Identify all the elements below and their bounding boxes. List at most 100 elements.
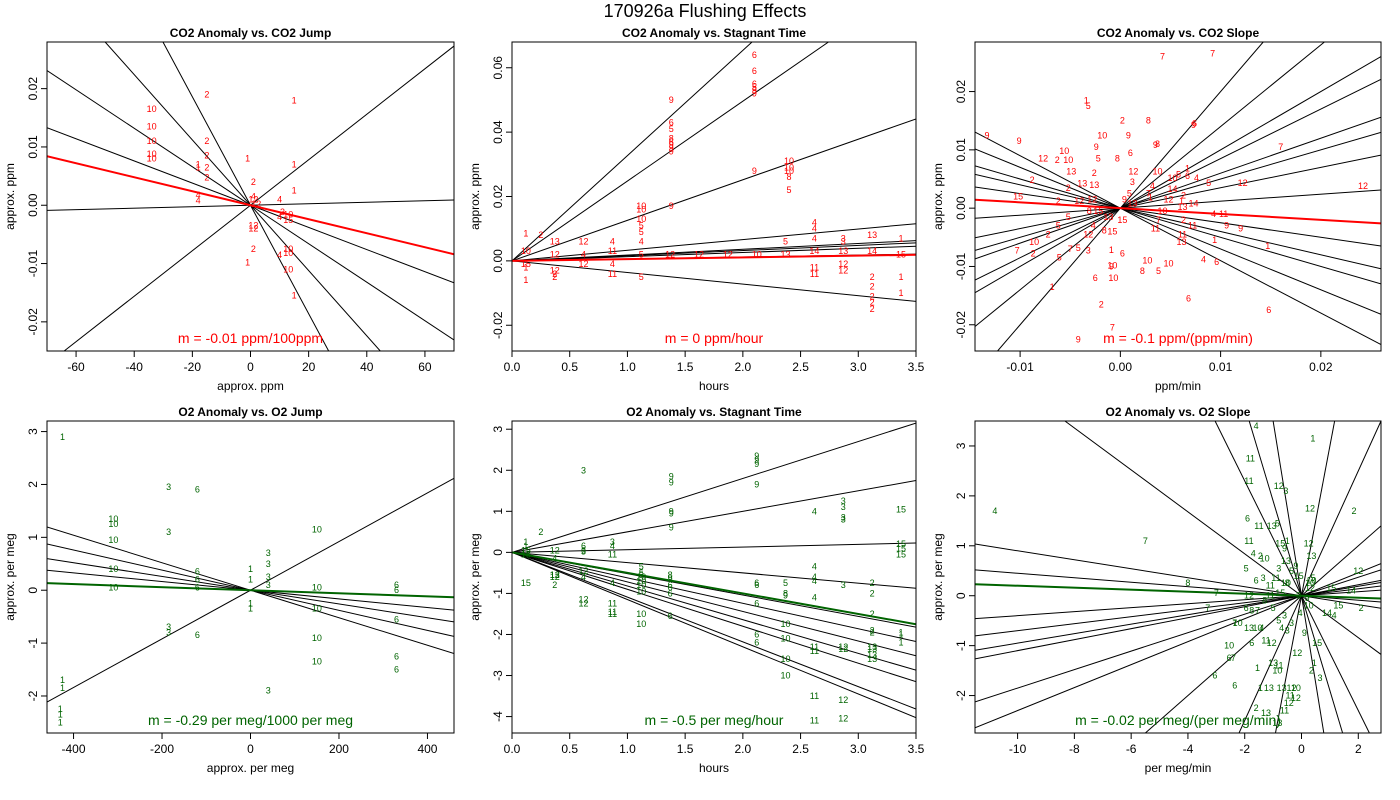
- data-point: 4: [581, 249, 586, 259]
- y-tick-label: -1: [954, 640, 968, 651]
- data-point: 13: [838, 246, 848, 256]
- y-tick-label: -0.02: [26, 308, 40, 336]
- data-point: 13: [1306, 551, 1316, 561]
- data-point: 6: [394, 665, 399, 675]
- data-point: 11: [608, 607, 617, 617]
- data-point: 12: [248, 194, 258, 204]
- x-tick-label: 3.5: [908, 360, 925, 374]
- data-point: 1: [58, 717, 63, 727]
- fit-line: [975, 583, 1381, 600]
- regression-line: [975, 589, 1381, 620]
- data-point: 10: [1304, 601, 1314, 611]
- regression-line: [1274, 421, 1336, 733]
- data-point: 5: [1206, 178, 1211, 188]
- data-point: 13: [867, 642, 877, 652]
- data-point: 9: [1293, 561, 1298, 571]
- x-tick-label: 3.0: [850, 742, 867, 756]
- data-point: 6: [581, 541, 586, 551]
- data-point: 10: [1233, 618, 1243, 628]
- data-point: 3: [1261, 573, 1266, 583]
- data-point: 4: [277, 194, 282, 204]
- data-point: 2: [870, 298, 875, 308]
- data-point: 3: [166, 527, 171, 537]
- data-point: 10: [1272, 666, 1282, 676]
- data-point: 12: [1244, 591, 1254, 601]
- data-point: 9: [754, 455, 759, 465]
- x-axis-label: hours: [699, 761, 729, 775]
- data-point: 1: [292, 159, 297, 169]
- data-point: 4: [1251, 548, 1256, 558]
- data-point: 9: [1153, 140, 1158, 150]
- data-point: 2: [870, 291, 875, 301]
- data-point: 10: [312, 524, 322, 534]
- data-point: 7: [1110, 323, 1115, 333]
- plot-frame: [974, 41, 1382, 352]
- x-tick-label: 0.0: [504, 360, 521, 374]
- data-point: 11: [1271, 573, 1280, 583]
- data-point: 10: [1097, 130, 1107, 140]
- data-point: 11: [810, 691, 819, 701]
- data-point: 2: [538, 527, 543, 537]
- data-point: 15: [521, 578, 531, 588]
- slope-annotation: m = -0.01 ppm/100ppm: [178, 330, 323, 346]
- data-point: 9: [1238, 224, 1243, 234]
- data-point: 13: [1077, 179, 1087, 189]
- data-point: 6: [669, 137, 674, 147]
- data-point: 8: [787, 172, 792, 182]
- regression-line: [975, 78, 1381, 281]
- data-point: 1: [196, 162, 201, 172]
- figure-title: 170926a Flushing Effects: [604, 1, 807, 21]
- x-tick-label: 0: [247, 360, 254, 374]
- data-point: 2: [1066, 183, 1071, 193]
- regression-line: [975, 56, 1381, 294]
- y-tick-label: 0.02: [491, 184, 505, 208]
- plot-frame: [974, 420, 1382, 734]
- x-tick-label: 400: [417, 742, 437, 756]
- data-point: 5: [669, 124, 674, 134]
- regression-line: [512, 242, 916, 262]
- data-point: 10: [1306, 576, 1316, 586]
- data-point: 15: [1275, 538, 1285, 548]
- data-point: 6: [394, 585, 399, 595]
- data-point: 12: [1358, 181, 1368, 191]
- x-tick-label: 20: [302, 360, 316, 374]
- data-point: 12: [550, 266, 560, 276]
- data-point: 7: [1156, 215, 1161, 225]
- data-point: 13: [550, 237, 560, 247]
- data-point: 2: [251, 177, 256, 187]
- data-point: 12: [1038, 154, 1048, 164]
- data-point: 4: [610, 541, 615, 551]
- data-point: 11: [1285, 691, 1294, 701]
- data-point: 10: [283, 264, 293, 274]
- regression-line: [1248, 421, 1344, 733]
- data-point: 10: [752, 249, 762, 259]
- data-point: 1: [58, 704, 63, 714]
- data-point: 12: [1267, 638, 1277, 648]
- data-point: 14: [867, 246, 877, 256]
- data-point: 4: [1332, 611, 1337, 621]
- data-point: 12: [723, 249, 733, 259]
- data-point: 5: [1086, 101, 1091, 111]
- y-tick-label: -3: [491, 670, 505, 681]
- data-point: 9: [669, 523, 674, 533]
- data-point: 13: [867, 650, 877, 660]
- regression-line: [975, 581, 1381, 651]
- data-point: 4: [552, 554, 557, 564]
- fit-line: [512, 551, 916, 626]
- regression-line: [975, 186, 1381, 247]
- data-point: 9: [669, 143, 674, 153]
- data-point: 4: [196, 196, 201, 206]
- data-point: 12: [1292, 648, 1302, 658]
- data-point: 3: [266, 548, 271, 558]
- data-point: 7: [1278, 142, 1283, 152]
- data-point: 9: [1109, 261, 1114, 271]
- data-point: 9: [1191, 120, 1196, 130]
- data-point: 10: [784, 156, 794, 166]
- data-point: 2: [1055, 155, 1060, 165]
- x-tick-label: -400: [62, 742, 86, 756]
- data-point: 6: [752, 50, 757, 60]
- data-point: 6: [195, 575, 200, 585]
- data-point: 12: [550, 545, 560, 555]
- data-point: 12: [1305, 503, 1315, 513]
- data-point: 15: [521, 259, 531, 269]
